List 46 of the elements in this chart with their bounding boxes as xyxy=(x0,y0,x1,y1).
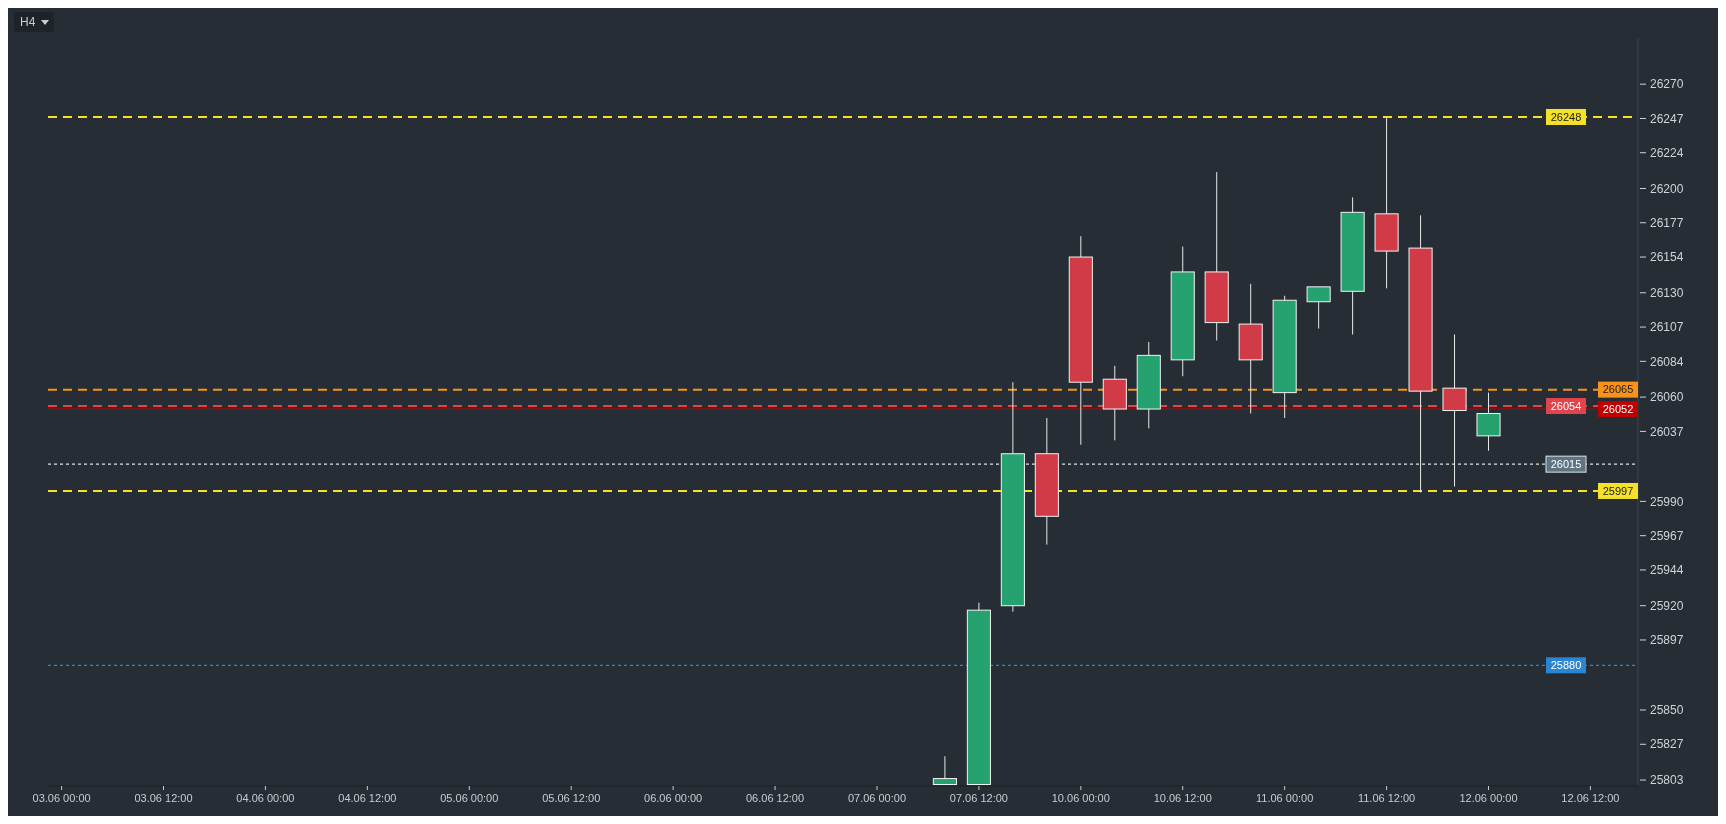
y-tick-label: 26107 xyxy=(1650,320,1684,335)
y-tick-label: 26084 xyxy=(1650,354,1684,369)
x-tick-label: 05.06 12:00 xyxy=(542,792,601,804)
x-tick-label: 11.06 00:00 xyxy=(1256,792,1314,804)
y-tick-label: 25967 xyxy=(1650,528,1684,543)
candlestick xyxy=(1476,392,1501,452)
x-tick-label: 12.06 12:00 xyxy=(1561,792,1620,804)
y-tick-label: 26270 xyxy=(1650,77,1684,92)
y-tick-label: 26154 xyxy=(1650,250,1684,265)
x-tick-label: 04.06 00:00 xyxy=(236,792,295,804)
x-tick-label: 11.06 12:00 xyxy=(1357,792,1416,804)
ref-line-label: 26054 xyxy=(1550,399,1582,412)
ref-line-label: 26248 xyxy=(1550,110,1582,123)
candlestick xyxy=(932,755,957,786)
y-tick-label: 26200 xyxy=(1650,181,1684,196)
y-tick-label: 26224 xyxy=(1650,145,1684,160)
y-tick-label: 26247 xyxy=(1650,111,1684,126)
y-tick-label: 26130 xyxy=(1650,286,1684,300)
x-tick-label: 07.06 12:00 xyxy=(949,792,1008,804)
y-tick-label: 26060 xyxy=(1650,390,1684,405)
x-tick-label: 04.06 12:00 xyxy=(338,792,397,804)
y-tick-label: 25850 xyxy=(1650,703,1684,718)
ref-line-label: 25880 xyxy=(1550,659,1582,672)
chart-title: H4 xyxy=(20,15,36,30)
x-tick-label: 12.06 00:00 xyxy=(1459,792,1518,804)
x-tick-label: 06.06 12:00 xyxy=(745,792,805,804)
y-tick-label: 25897 xyxy=(1650,633,1684,648)
y-tick-label: 25827 xyxy=(1650,737,1684,752)
x-tick-label: 10.06 12:00 xyxy=(1153,792,1212,804)
ref-line-label: 25997 xyxy=(1602,484,1634,497)
x-tick-label: 07.06 00:00 xyxy=(847,792,907,804)
y-tick-label: 25803 xyxy=(1650,773,1684,788)
y-tick-label: 25920 xyxy=(1650,598,1684,613)
x-tick-label: 10.06 00:00 xyxy=(1051,792,1110,804)
y-tick-label: 25944 xyxy=(1650,563,1684,578)
y-tick-label: 25990 xyxy=(1650,494,1684,509)
ref-line-label: 26015 xyxy=(1550,458,1582,470)
y-tick-label: 26177 xyxy=(1650,215,1684,230)
y-tick-label: 26037 xyxy=(1650,424,1684,439)
x-tick-label: 05.06 00:00 xyxy=(440,792,499,804)
ref-line-label: 26065 xyxy=(1602,383,1634,396)
candlestick xyxy=(1306,286,1331,330)
x-tick-label: 03.06 12:00 xyxy=(134,792,193,804)
x-tick-label: 06.06 00:00 xyxy=(644,792,703,804)
ref-line-label: 26052 xyxy=(1602,402,1634,415)
x-tick-label: 03.06 00:00 xyxy=(32,792,91,804)
